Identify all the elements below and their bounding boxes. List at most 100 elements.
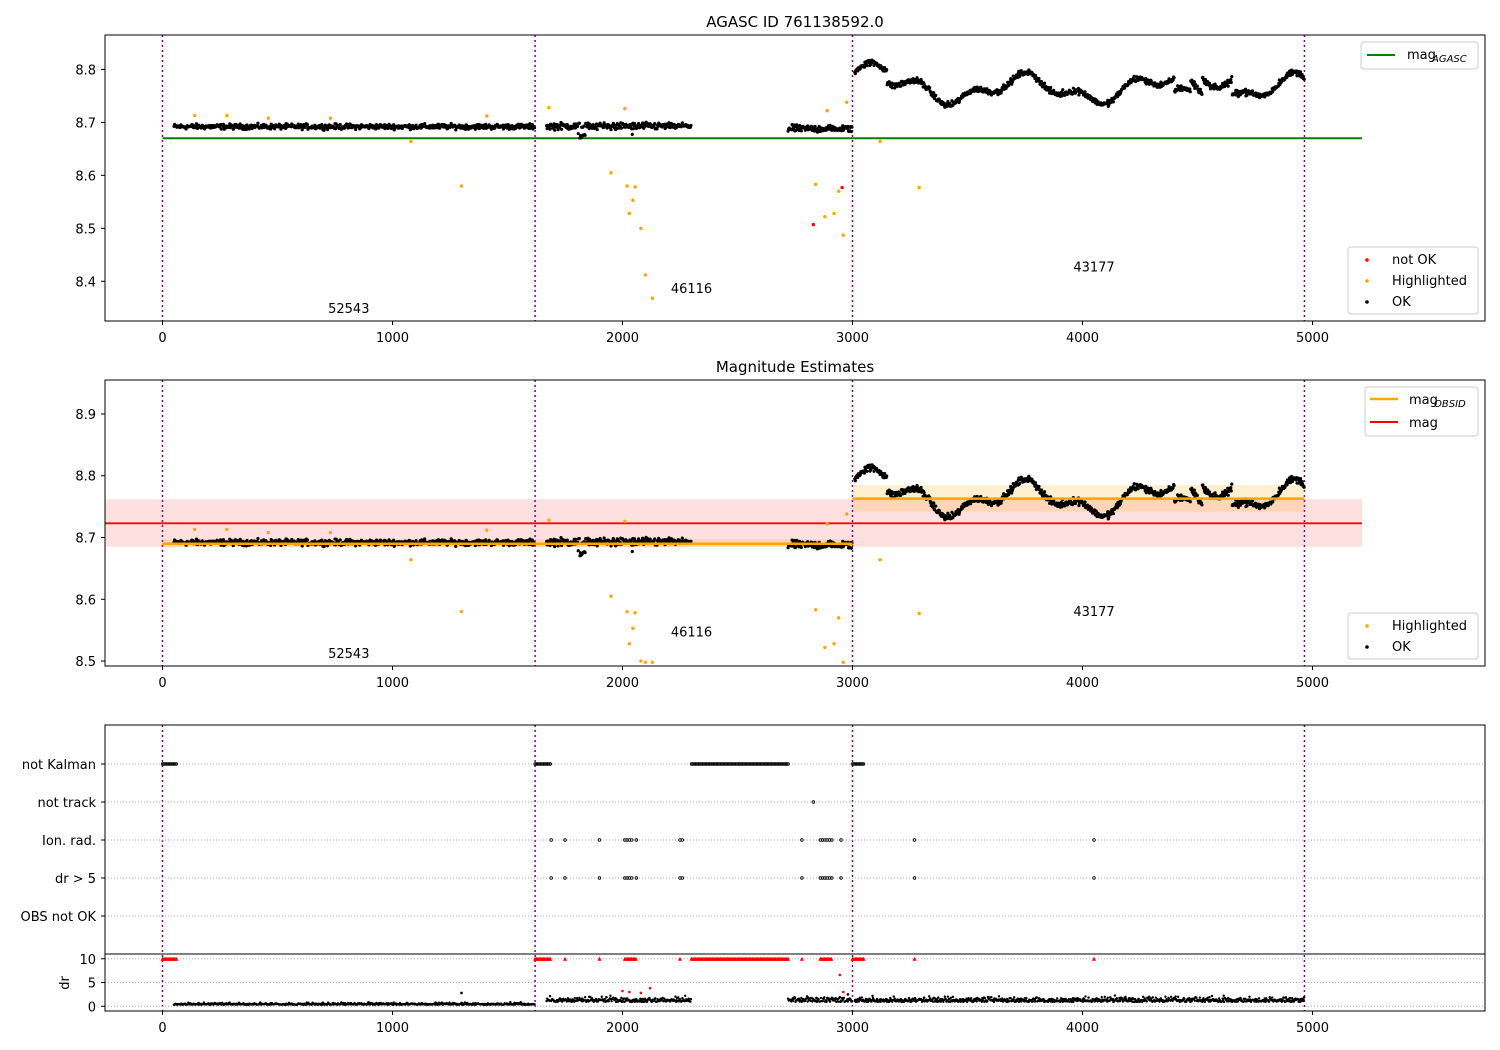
agasc-ytick-label: 8.5 bbox=[75, 222, 96, 237]
ok-point bbox=[463, 127, 468, 131]
ok-point bbox=[1229, 489, 1233, 493]
ok-point bbox=[559, 127, 564, 131]
ok-point bbox=[1198, 87, 1202, 91]
ok-point bbox=[932, 501, 936, 505]
magnitude-ytick-label: 8.9 bbox=[75, 408, 96, 423]
ok-point bbox=[1132, 74, 1136, 78]
ok-point bbox=[932, 91, 936, 95]
ok-point bbox=[1243, 87, 1248, 91]
highlighted-point bbox=[837, 189, 841, 193]
ok-point bbox=[454, 128, 458, 132]
not-ok-point bbox=[811, 222, 816, 227]
ok-point bbox=[631, 127, 636, 131]
ok-point bbox=[484, 538, 488, 542]
ok-point bbox=[792, 126, 796, 130]
highlighted-point bbox=[409, 558, 413, 562]
legend-marker-highlighted bbox=[1365, 279, 1369, 283]
ok-point bbox=[890, 86, 894, 90]
highlighted-point bbox=[623, 106, 627, 111]
ok-point bbox=[1136, 78, 1140, 83]
agasc-xtick-label: 0 bbox=[158, 331, 166, 346]
ok-point bbox=[1039, 80, 1044, 84]
legend-mag-agasc-sub: AGASC bbox=[1431, 54, 1467, 65]
agasc-xtick-label: 3000 bbox=[836, 331, 869, 346]
ok-point bbox=[1188, 87, 1192, 91]
highlighted-point bbox=[633, 611, 637, 615]
agasc-xtick-label: 2000 bbox=[606, 331, 639, 346]
highlighted-point bbox=[193, 113, 197, 118]
highlighted-point bbox=[832, 211, 836, 216]
ok-point bbox=[221, 122, 226, 126]
highlighted-point bbox=[266, 116, 270, 120]
ok-point bbox=[813, 124, 817, 129]
highlighted-point bbox=[639, 659, 643, 663]
ok-point bbox=[1192, 80, 1196, 84]
ok-point bbox=[668, 126, 672, 130]
ok-point bbox=[423, 537, 427, 541]
ok-point bbox=[320, 538, 324, 542]
ok-point bbox=[1200, 503, 1204, 507]
ok-point bbox=[1037, 484, 1041, 489]
ok-point bbox=[343, 126, 347, 130]
ok-point bbox=[605, 126, 609, 130]
ok-point bbox=[1122, 86, 1127, 90]
ok-point bbox=[548, 127, 552, 131]
ok-point bbox=[934, 93, 938, 98]
ok-point bbox=[290, 537, 294, 542]
ok-point bbox=[256, 121, 260, 125]
ok-point bbox=[1039, 488, 1044, 492]
ok-point bbox=[637, 121, 641, 126]
agasc-ytick-label: 8.6 bbox=[75, 169, 96, 184]
highlighted-point bbox=[837, 616, 841, 620]
highlighted-point bbox=[845, 512, 849, 516]
ok-point bbox=[1226, 84, 1230, 88]
magnitude-ytick-label: 8.6 bbox=[75, 593, 96, 608]
ok-point bbox=[577, 121, 581, 125]
highlighted-point bbox=[643, 660, 648, 664]
ok-point bbox=[1083, 90, 1087, 94]
ok-point bbox=[662, 122, 667, 126]
highlighted-point bbox=[650, 660, 655, 664]
legend-marker-highlighted-2 bbox=[1365, 624, 1369, 628]
ok-point bbox=[582, 124, 586, 128]
ok-point bbox=[1018, 481, 1022, 486]
ok-point bbox=[1200, 92, 1204, 97]
agasc-ytick-label: 8.8 bbox=[75, 63, 96, 78]
ok-point bbox=[630, 132, 634, 136]
ok-point bbox=[1037, 77, 1041, 81]
ok-point bbox=[1042, 81, 1047, 85]
ok-point bbox=[1245, 504, 1249, 508]
ok-point bbox=[1026, 72, 1030, 76]
obsid-label: 52543 bbox=[328, 647, 369, 662]
highlighted-point bbox=[823, 214, 827, 219]
ok-point bbox=[305, 538, 309, 542]
highlighted-point bbox=[459, 609, 464, 614]
dr-point bbox=[594, 997, 598, 1001]
ok-point bbox=[1042, 490, 1047, 494]
ok-point bbox=[919, 485, 923, 490]
highlighted-point bbox=[485, 528, 489, 532]
highlighted-point bbox=[459, 184, 464, 188]
magnitude-xtick-label: 4000 bbox=[1066, 676, 1099, 691]
magnitude-ytick-label: 8.7 bbox=[75, 532, 96, 547]
ok-point bbox=[1049, 85, 1053, 90]
ok-point bbox=[850, 125, 854, 129]
legend-mag-agasc: mag bbox=[1407, 48, 1436, 63]
magnitude-xtick-label: 1000 bbox=[376, 676, 409, 691]
highlighted-point bbox=[609, 171, 613, 175]
ok-point bbox=[1195, 493, 1199, 498]
ok-point bbox=[653, 537, 657, 541]
dr-point bbox=[603, 997, 606, 1001]
ok-point bbox=[1298, 477, 1303, 481]
ok-point bbox=[574, 122, 578, 126]
ok-point bbox=[354, 544, 358, 548]
ok-point bbox=[1192, 488, 1196, 492]
ok-point bbox=[454, 544, 458, 548]
ok-point bbox=[689, 123, 693, 128]
ok-point bbox=[1229, 78, 1233, 82]
ok-point bbox=[1018, 74, 1022, 78]
legend-highlighted: Highlighted bbox=[1392, 274, 1467, 289]
agasc-ytick-label: 8.4 bbox=[75, 275, 96, 290]
